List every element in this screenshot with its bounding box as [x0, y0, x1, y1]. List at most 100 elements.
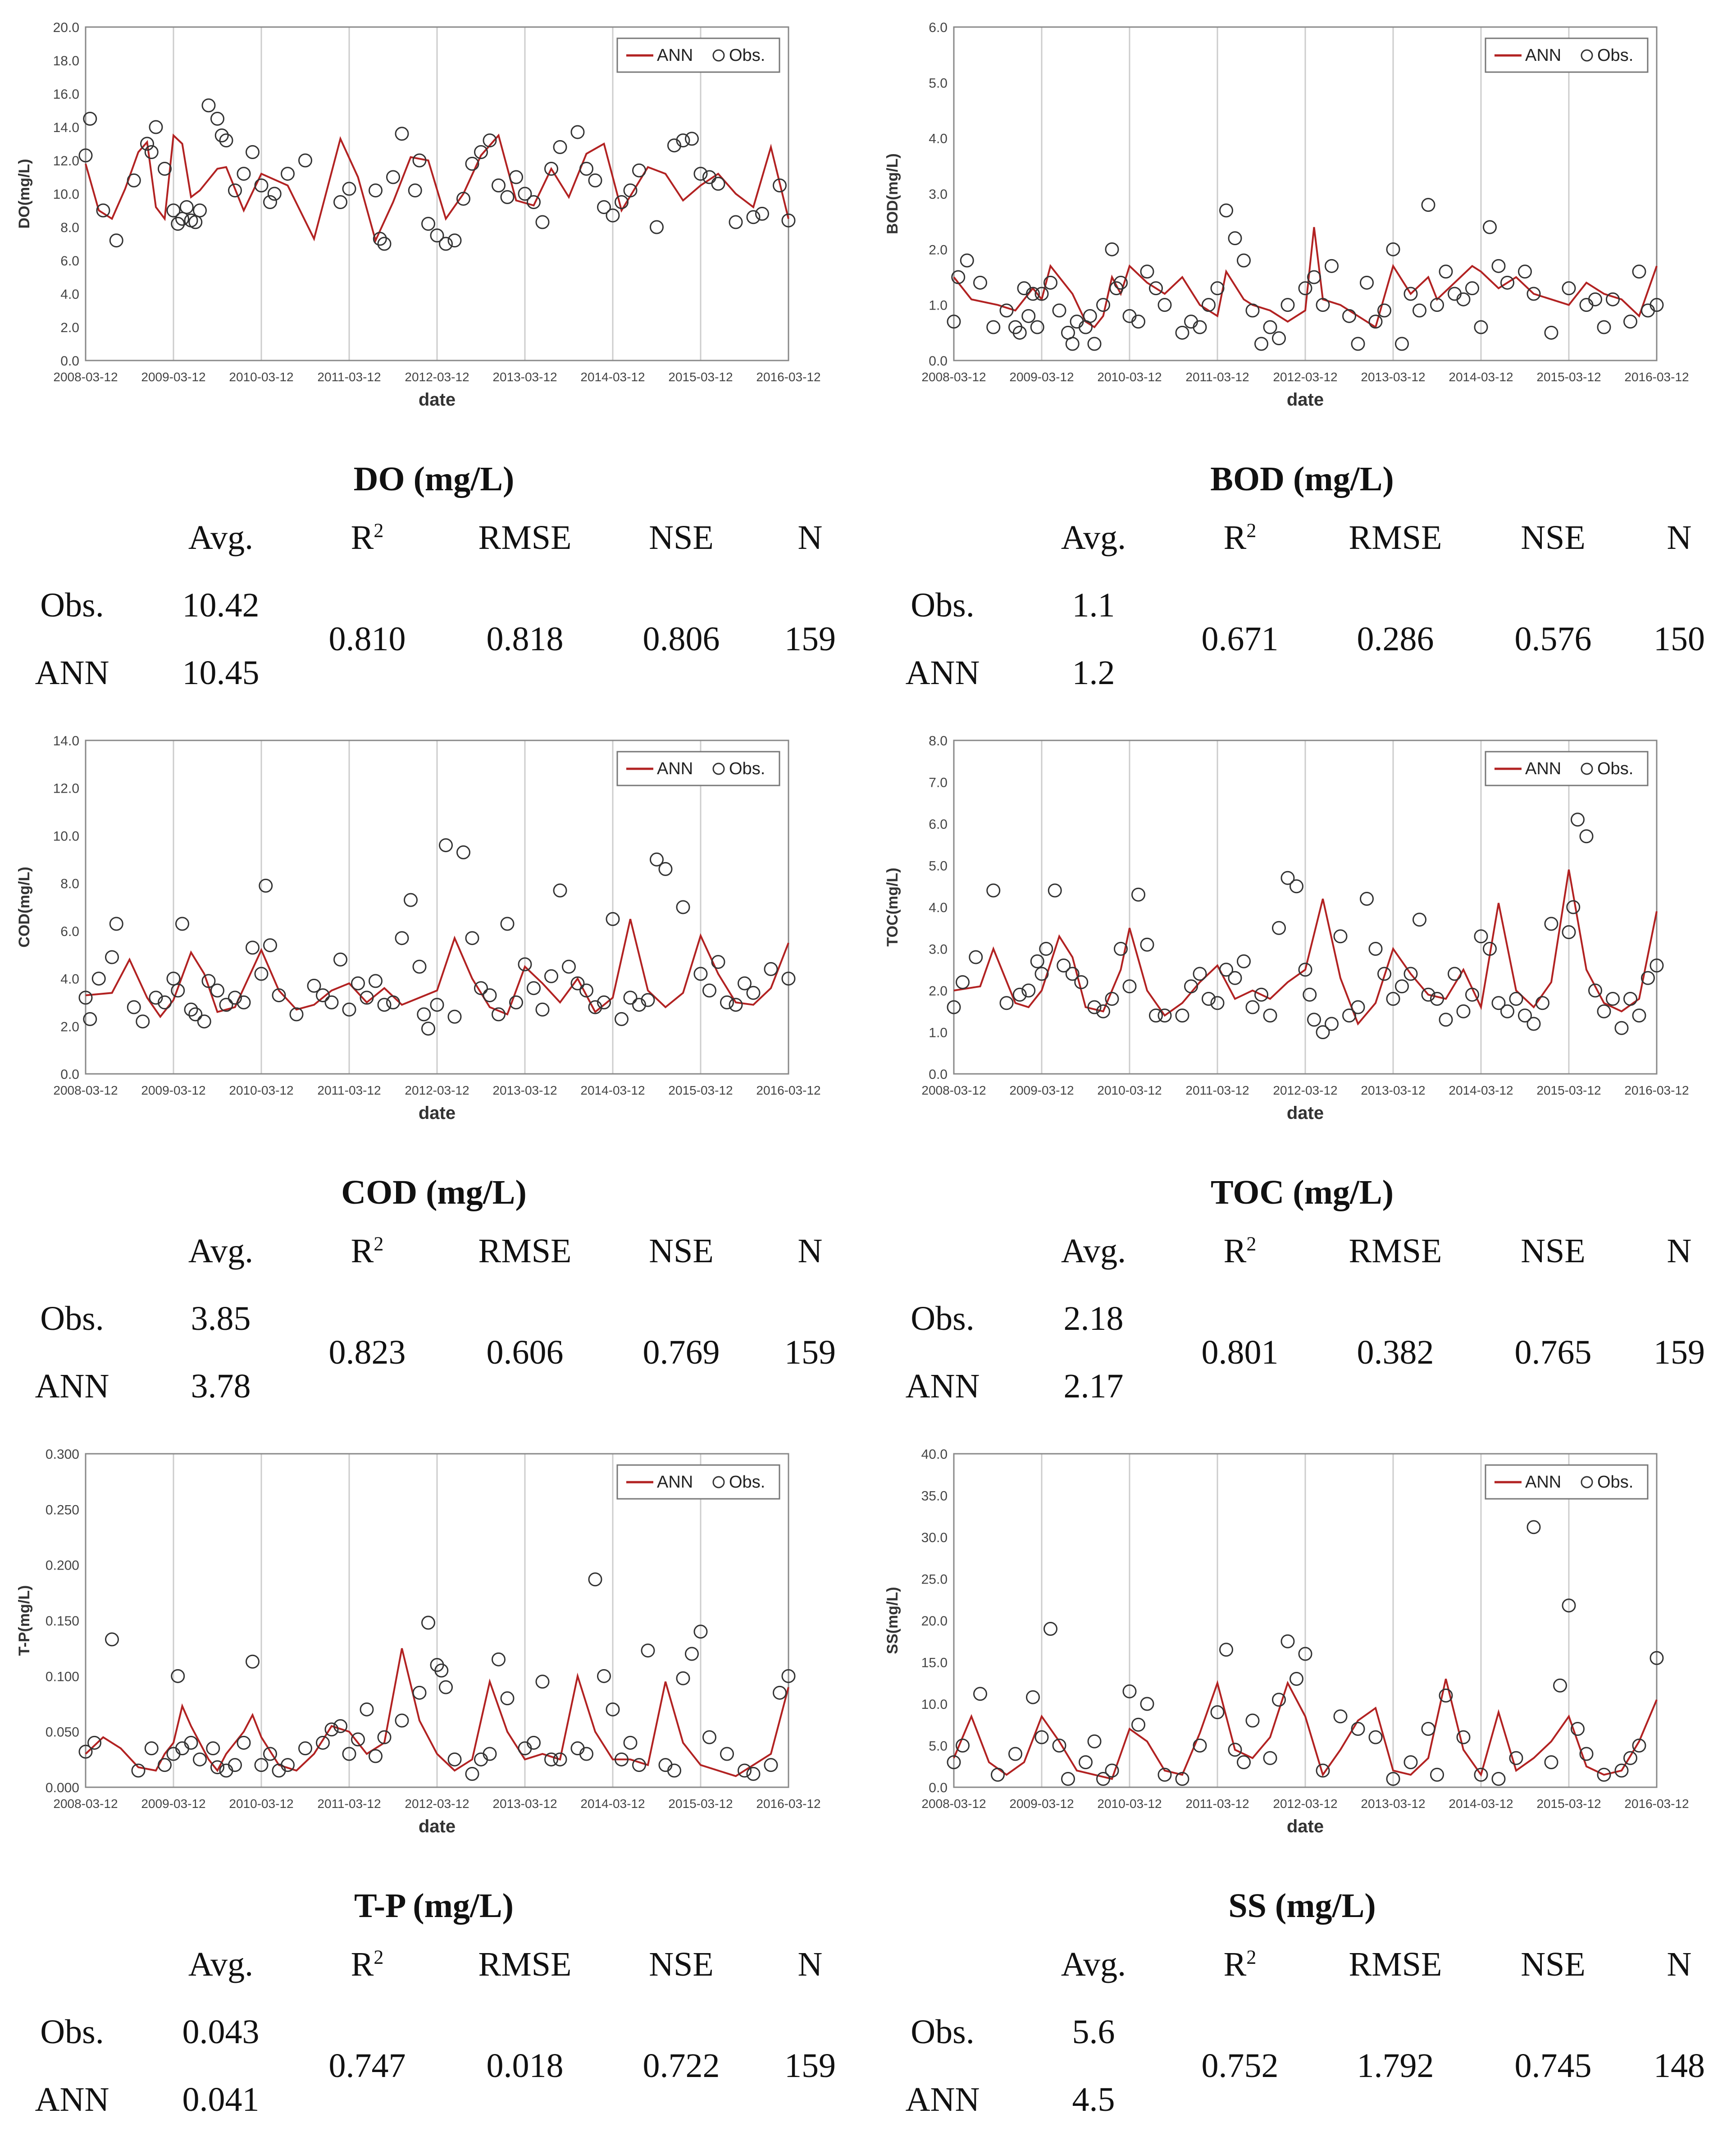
y-axis-label: T-P(mg/L) — [16, 1585, 33, 1656]
obs-point — [1263, 1751, 1277, 1765]
ann-avg-value: 0.041 — [182, 2081, 260, 2118]
ann-series-line — [85, 1648, 789, 1777]
obs-point — [127, 1000, 141, 1014]
legend-obs-swatch — [712, 1476, 725, 1488]
obs-point — [553, 883, 567, 898]
tp-title: T-P (mg/L) — [354, 1887, 514, 1925]
y-tick-label: 6.0 — [60, 924, 79, 939]
ann-row-label: ANN — [905, 1367, 980, 1405]
obs-point — [773, 1685, 787, 1700]
obs-point — [219, 998, 233, 1012]
obs-point — [615, 1012, 629, 1026]
bod-title: BOD (mg/L) — [1210, 460, 1394, 498]
obs-point — [544, 1752, 558, 1767]
toc-stats-table: Avg. R2 RMSE NSE N Obs. ANN 2.18 2.17 0.… — [868, 1232, 1736, 1425]
x-tick-label: 2015-03-12 — [668, 1797, 733, 1811]
obs-point — [579, 162, 593, 176]
y-tick-label: 5.0 — [929, 76, 948, 91]
obs-point — [535, 1675, 550, 1689]
r2-value: 0.823 — [328, 1333, 406, 1371]
x-tick-label: 2014-03-12 — [580, 1797, 645, 1811]
obs-point — [623, 991, 638, 1005]
obs-point — [421, 217, 435, 231]
obs-point — [764, 1758, 778, 1772]
obs-point — [421, 1616, 435, 1630]
obs-point — [369, 183, 383, 198]
rmse-header: RMSE — [478, 519, 572, 557]
obs-point — [1245, 1713, 1260, 1728]
x-tick-label: 2013-03-12 — [492, 1083, 557, 1097]
y-tick-label: 8.0 — [60, 876, 79, 891]
y-tick-label: 6.0 — [60, 254, 79, 269]
obs-point — [254, 967, 269, 981]
obs-point — [1588, 292, 1602, 306]
obs-point — [720, 995, 734, 1009]
ann-row-label: ANN — [905, 2081, 980, 2118]
obs-point — [395, 931, 409, 945]
obs-point — [1074, 975, 1089, 989]
obs-point — [1623, 1751, 1637, 1765]
obs-point — [1289, 879, 1303, 894]
obs-point — [1043, 275, 1057, 290]
obs-point — [447, 233, 462, 248]
obs-point — [509, 170, 523, 184]
obs-point — [658, 862, 673, 876]
obs-point — [465, 156, 479, 171]
obs-point — [1632, 265, 1646, 279]
do-chart: 0.0 2.0 4.0 6.0 8.0 10.0 12.0 14.0 16.0 18.0 20.0 2… — [0, 0, 868, 433]
obs-point — [1518, 265, 1532, 279]
obs-point — [1280, 298, 1295, 312]
obs-point — [386, 995, 400, 1009]
y-tick-label: 2.0 — [60, 1019, 79, 1034]
obs-point — [606, 1702, 620, 1716]
obs-point — [254, 1758, 269, 1772]
obs-avg-value: 0.043 — [182, 2013, 260, 2051]
obs-point — [1439, 265, 1453, 279]
plot-frame — [85, 26, 789, 361]
obs-point — [632, 998, 646, 1012]
obs-point — [237, 1735, 251, 1750]
obs-point — [1105, 242, 1119, 256]
obs-point — [1368, 1730, 1383, 1744]
obs-point — [676, 133, 690, 148]
n-value: 159 — [1654, 1333, 1705, 1371]
obs-point — [1649, 1651, 1664, 1665]
obs-point — [579, 983, 593, 998]
legend-obs-swatch — [712, 762, 725, 775]
x-tick-label: 2011-03-12 — [317, 1083, 381, 1097]
obs-point — [1193, 320, 1207, 334]
obs-point — [1087, 1000, 1102, 1014]
obs-point — [685, 132, 699, 146]
rmse-header: RMSE — [1349, 1945, 1442, 1983]
obs-point — [685, 1647, 699, 1661]
x-tick-label: 2008-03-12 — [53, 370, 118, 384]
y-tick-label: 3.0 — [929, 187, 948, 202]
nse-value: 0.769 — [642, 1333, 720, 1371]
obs-point — [1421, 198, 1435, 212]
obs-point — [1157, 1009, 1172, 1023]
obs-point — [693, 167, 708, 181]
x-tick-label: 2013-03-12 — [1361, 1797, 1425, 1811]
obs-point — [1175, 1009, 1189, 1023]
obs-point — [1465, 987, 1479, 1002]
rmse-header: RMSE — [1349, 519, 1442, 557]
obs-point — [298, 1741, 312, 1756]
legend-obs-label: Obs. — [1597, 759, 1633, 778]
obs-point — [1245, 303, 1260, 318]
x-tick-label: 2009-03-12 — [1009, 1083, 1074, 1097]
y-tick-label: 1.0 — [929, 298, 948, 313]
obs-point — [342, 1002, 356, 1017]
obs-point — [1316, 298, 1330, 312]
obs-point — [1114, 942, 1128, 956]
y-axis-label: BOD(mg/L) — [884, 153, 901, 234]
obs-point — [184, 1002, 198, 1017]
y-tick-label: 0.0 — [60, 1067, 79, 1082]
obs-point — [1184, 315, 1198, 329]
y-tick-label: 0.0 — [929, 1067, 948, 1082]
obs-point — [412, 1685, 427, 1700]
obs-point — [1237, 253, 1251, 268]
x-tick-label: 2015-03-12 — [668, 370, 733, 384]
obs-point — [166, 203, 181, 218]
y-tick-label: 0.250 — [46, 1502, 79, 1517]
n-value: 159 — [784, 1333, 836, 1371]
